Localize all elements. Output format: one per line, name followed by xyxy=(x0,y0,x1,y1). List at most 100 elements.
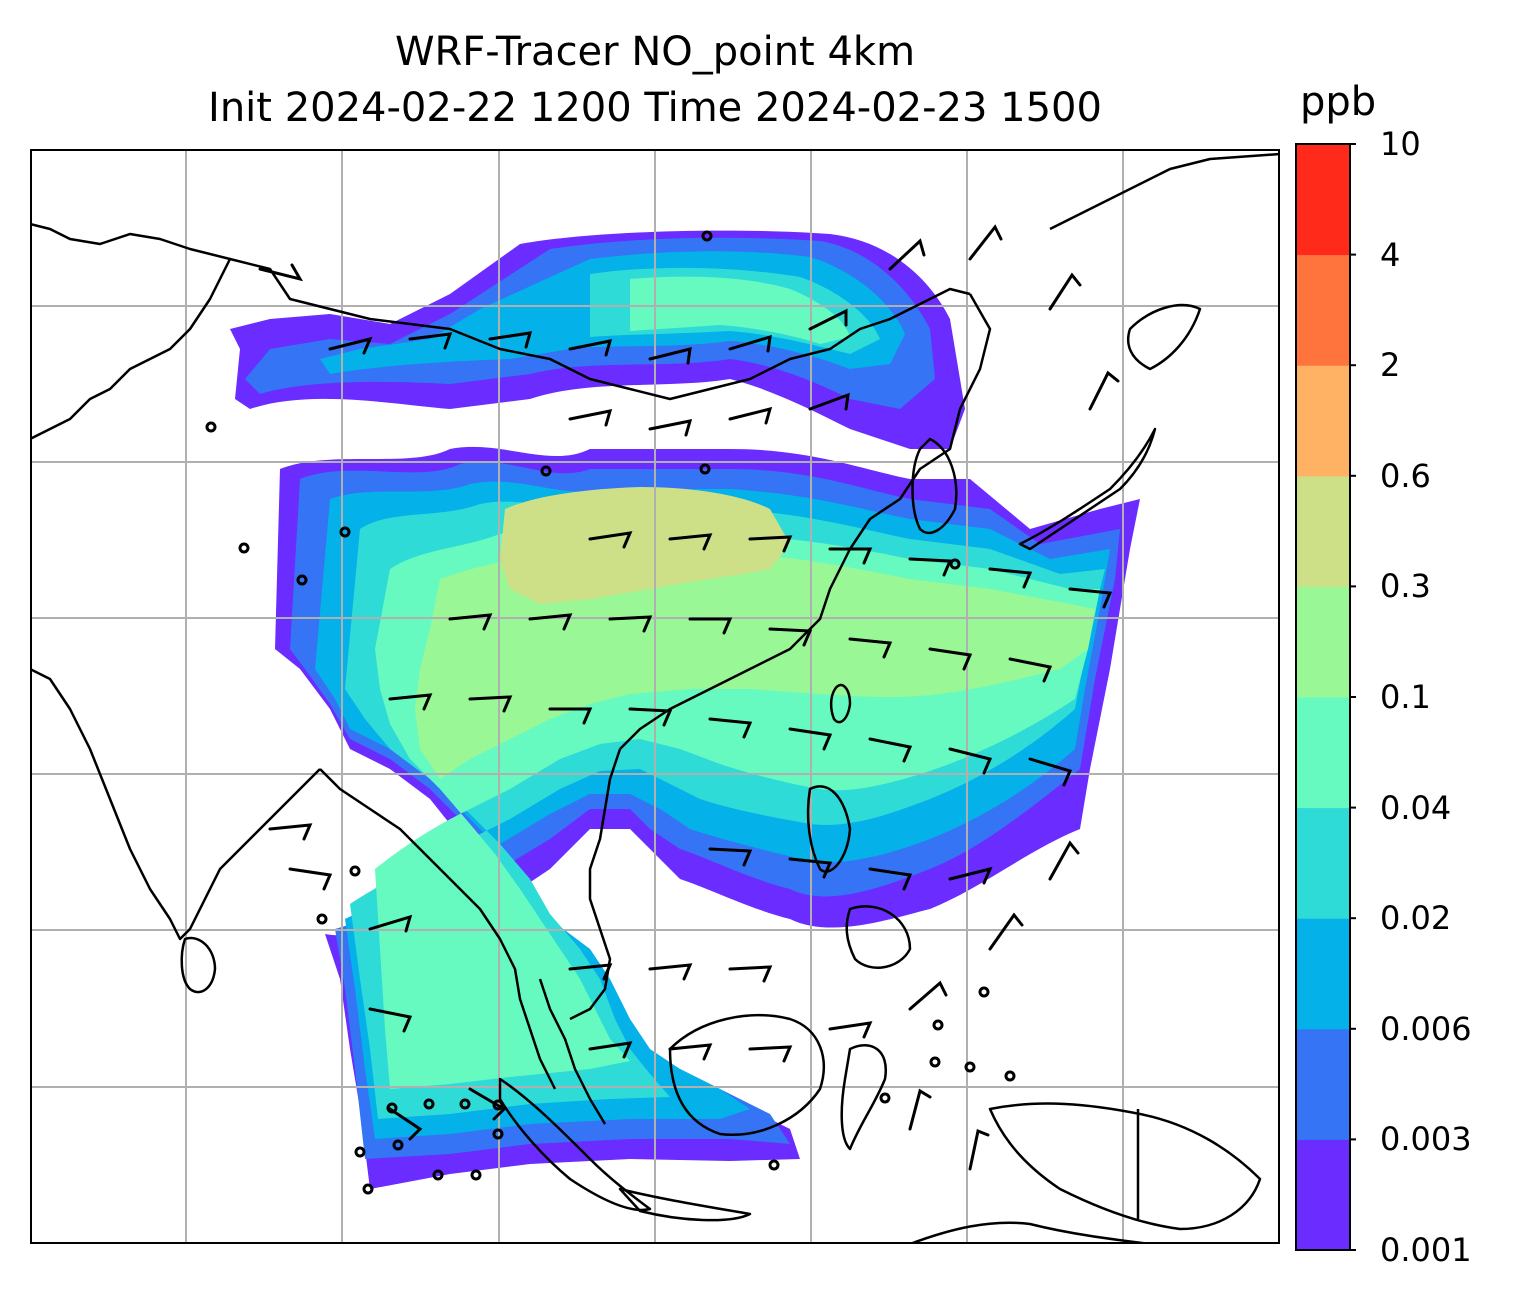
northern-border xyxy=(30,222,971,401)
colorbar-tick-label: 0.001 xyxy=(1380,1231,1472,1269)
colorbar-segment xyxy=(1296,697,1350,809)
calm-circle xyxy=(949,558,961,570)
calm-circle xyxy=(929,1056,941,1068)
wind-barb xyxy=(608,615,653,633)
wind-barb xyxy=(468,1087,507,1121)
calm-circle xyxy=(392,1139,404,1151)
wind-barb xyxy=(1088,370,1120,411)
wind-barb xyxy=(648,347,692,365)
calm-circle xyxy=(205,421,217,433)
wind-barb xyxy=(288,867,333,891)
wind-barb xyxy=(528,613,573,631)
colorbar-segment xyxy=(1296,365,1350,477)
wind-barb xyxy=(448,613,493,631)
sumatra xyxy=(498,1077,652,1212)
calm-circle xyxy=(470,1169,482,1181)
calm-circle xyxy=(964,1061,976,1073)
australia-north xyxy=(909,1221,1151,1244)
calm-circle xyxy=(296,574,308,586)
calm-circle xyxy=(540,465,552,477)
wind-barb xyxy=(568,963,613,981)
india-coast xyxy=(30,667,321,941)
wind-barb xyxy=(988,912,1024,951)
colorbar-tick-label: 0.02 xyxy=(1380,899,1452,938)
wind-barb xyxy=(568,339,613,357)
calm-circle xyxy=(349,865,361,877)
plume-lightgreen xyxy=(415,547,1095,779)
wind-barb xyxy=(388,1107,423,1141)
wind-barb xyxy=(648,419,693,437)
colorbar-tick-label: 2 xyxy=(1380,346,1401,385)
calm-circle xyxy=(932,1019,944,1031)
wind-barb xyxy=(968,1128,990,1171)
calm-circle xyxy=(354,1146,366,1158)
wind-barb xyxy=(728,406,773,425)
plot-title-line1: WRF-Tracer NO_point 4km xyxy=(394,29,916,75)
calm-circle xyxy=(423,1098,435,1110)
wind-barb xyxy=(868,867,913,891)
wind-barb xyxy=(908,557,953,577)
wind-barb xyxy=(808,392,850,411)
wind-barb xyxy=(848,637,893,659)
wind-barb xyxy=(668,533,713,551)
colorbar-segment xyxy=(1296,144,1350,256)
calm-circle xyxy=(492,1099,504,1111)
wind-barb xyxy=(258,263,304,282)
philippines-mindanao xyxy=(845,905,912,969)
colorbar-tick-label: 4 xyxy=(1380,235,1401,274)
wind-barb xyxy=(388,693,433,711)
wind-barb xyxy=(948,747,993,775)
colorbar-segment xyxy=(1296,1028,1350,1140)
wind-barb xyxy=(468,695,513,713)
calm-circle xyxy=(701,230,713,242)
korea-peninsula xyxy=(911,437,958,535)
japan-honshu xyxy=(1018,427,1157,551)
java xyxy=(618,1187,752,1222)
wind-barb xyxy=(728,965,773,983)
colorbar-tick-label: 0.1 xyxy=(1380,678,1431,716)
china-internal-border xyxy=(30,258,232,441)
wind-barb xyxy=(908,1088,932,1131)
wind-barb xyxy=(748,535,793,553)
malay-peninsula xyxy=(538,978,607,1125)
wind-barb xyxy=(828,547,873,565)
wind-barb xyxy=(828,1021,873,1039)
wind-barb xyxy=(628,707,673,727)
tracer-concentration-field xyxy=(230,230,1140,1189)
wind-barbs xyxy=(258,224,1120,1171)
wind-barb xyxy=(1048,272,1082,311)
wind-barb xyxy=(788,857,833,879)
calm-circle xyxy=(978,986,990,998)
colorbar-tick-label: 0.6 xyxy=(1380,456,1431,495)
coastlines xyxy=(30,152,1280,1244)
colorbar-segment xyxy=(1296,918,1350,1030)
wind-barb xyxy=(688,617,733,635)
colorbar-tick-label: 0.003 xyxy=(1380,1120,1472,1159)
colorbar-tick-label: 0.04 xyxy=(1380,788,1452,827)
wind-barb xyxy=(728,334,772,353)
taiwan xyxy=(829,683,852,724)
wind-barb xyxy=(908,980,948,1011)
wind-barb xyxy=(368,1007,413,1033)
wind-barb xyxy=(988,567,1033,589)
colorbar-segment xyxy=(1296,475,1350,587)
gridlines xyxy=(30,149,1280,1244)
wind-barb xyxy=(488,331,533,349)
wind-barb xyxy=(568,409,613,427)
colorbar-segment xyxy=(1296,1139,1350,1251)
colorbar-segment xyxy=(1296,586,1350,698)
japan-hokkaido xyxy=(1126,303,1202,371)
colorbar-tick-label: 0.3 xyxy=(1380,567,1431,606)
indochina-coast xyxy=(319,768,557,1090)
wind-barb xyxy=(948,866,993,885)
wind-barb xyxy=(888,238,926,271)
wind-barb xyxy=(368,914,413,933)
calm-circle xyxy=(432,1169,444,1181)
colorbar-tick-label: 0.006 xyxy=(1380,1009,1472,1048)
map-frame xyxy=(30,149,1280,1244)
russia-far-east xyxy=(1049,152,1280,231)
colorbar-segment xyxy=(1296,807,1350,919)
plume-khaki-core xyxy=(500,487,790,604)
sulawesi xyxy=(840,1044,888,1151)
wind-barb xyxy=(1008,657,1053,683)
